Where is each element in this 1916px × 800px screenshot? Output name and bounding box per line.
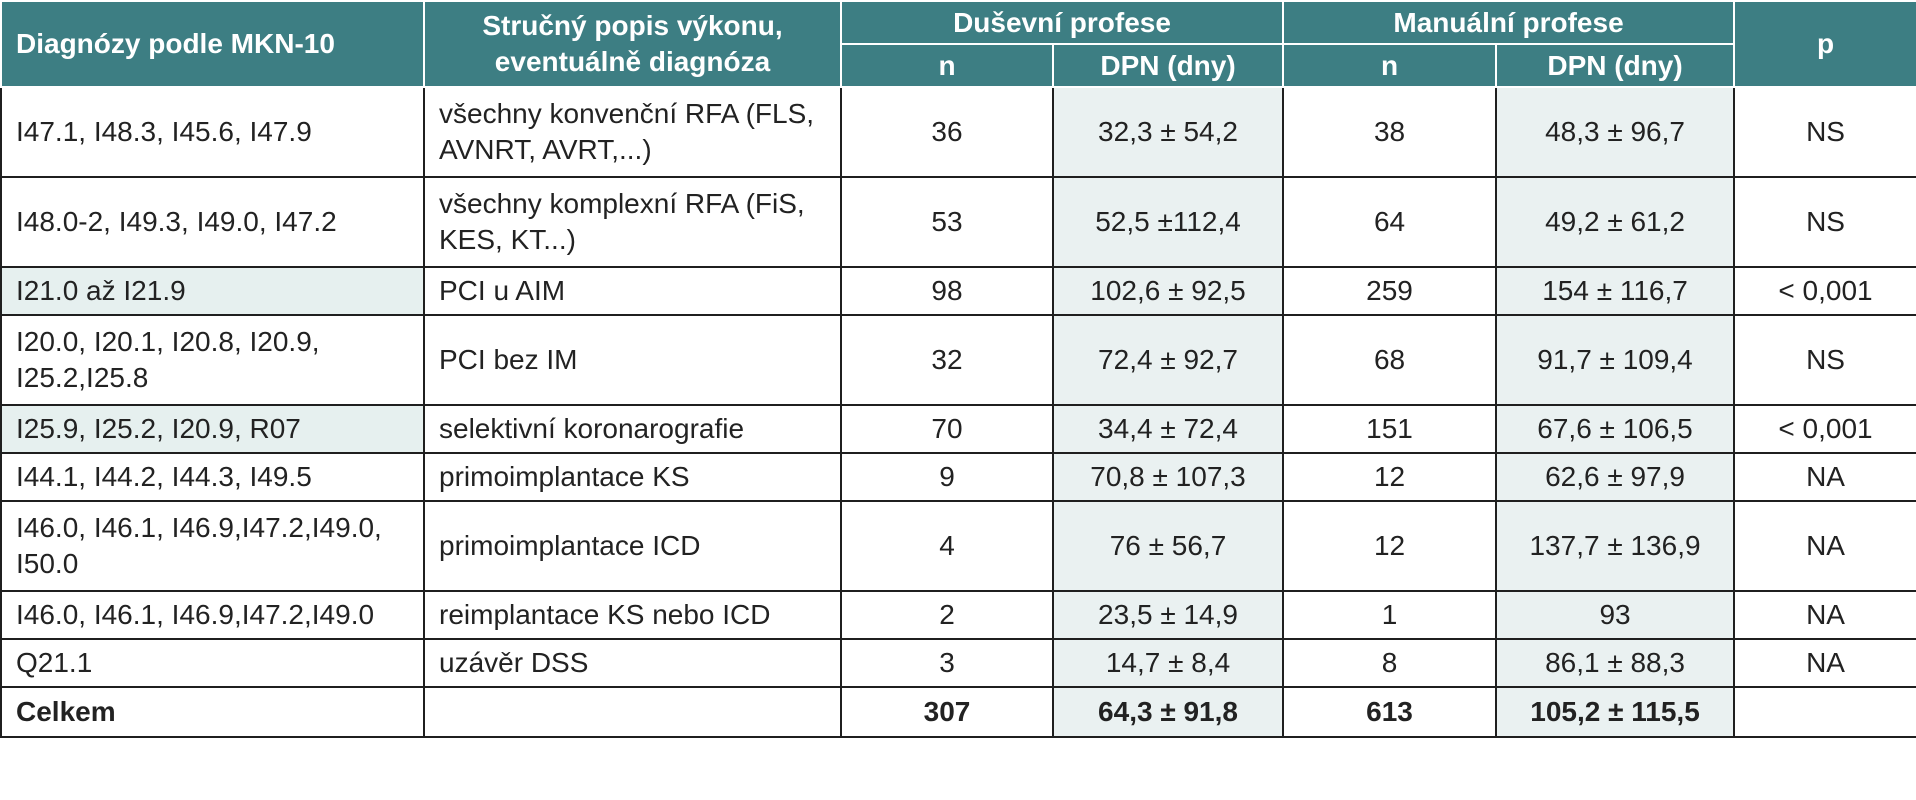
cell-dusevni-n: 53 [840, 176, 1054, 268]
cell-total-dusevni-dpn: 64,3 ± 91,8 [1051, 686, 1285, 738]
cell-p: NA [1733, 452, 1916, 502]
cell-manualni-n: 1 [1282, 590, 1498, 640]
cell-dusevni-n: 32 [840, 314, 1054, 406]
cell-dusevni-n: 3 [840, 638, 1054, 688]
cell-manualni-dpn: 67,6 ± 106,5 [1495, 404, 1736, 454]
cell-dusevni-dpn: 34,4 ± 72,4 [1051, 404, 1285, 454]
cell-dusevni-dpn: 76 ± 56,7 [1051, 500, 1285, 592]
cell-diagnoses: I44.1, I44.2, I44.3, I49.5 [0, 452, 425, 502]
header-dusevni-dpn: DPN (dny) [1051, 43, 1285, 88]
cell-manualni-n: 12 [1282, 500, 1498, 592]
table-row: I46.0, I46.1, I46.9,I47.2,I49.0, I50.0 p… [0, 500, 1916, 592]
cell-diagnoses: I47.1, I48.3, I45.6, I47.9 [0, 86, 425, 178]
cell-p: NS [1733, 176, 1916, 268]
table-row: I20.0, I20.1, I20.8, I20.9, I25.2,I25.8 … [0, 314, 1916, 406]
table-row: I46.0, I46.1, I46.9,I47.2,I49.0 reimplan… [0, 590, 1916, 640]
cell-dusevni-dpn: 102,6 ± 92,5 [1051, 266, 1285, 316]
cell-diagnoses: I46.0, I46.1, I46.9,I47.2,I49.0, I50.0 [0, 500, 425, 592]
cell-total-p [1733, 686, 1916, 738]
table-row: I21.0 až I21.9 PCI u AIM 98 102,6 ± 92,5… [0, 266, 1916, 316]
cell-p: NS [1733, 314, 1916, 406]
cell-dusevni-dpn: 72,4 ± 92,7 [1051, 314, 1285, 406]
cell-p: NA [1733, 590, 1916, 640]
header-manualni-n: n [1282, 43, 1498, 88]
cell-manualni-n: 151 [1282, 404, 1498, 454]
cell-description: PCI u AIM [423, 266, 842, 316]
cell-description: uzávěr DSS [423, 638, 842, 688]
cell-dusevni-n: 9 [840, 452, 1054, 502]
cell-dusevni-n: 36 [840, 86, 1054, 178]
cell-dusevni-dpn: 14,7 ± 8,4 [1051, 638, 1285, 688]
header-description-line2: eventuálně diagnóza [494, 46, 771, 77]
cell-dusevni-n: 98 [840, 266, 1054, 316]
header-group-manualni: Manuální profese [1282, 0, 1736, 45]
cell-manualni-n: 259 [1282, 266, 1498, 316]
header-diagnoses: Diagnózy podle MKN-10 [0, 0, 425, 88]
cell-diagnoses: I46.0, I46.1, I46.9,I47.2,I49.0 [0, 590, 425, 640]
header-description-line1: Stručný popis výkonu, [482, 10, 783, 41]
table-row: I48.0-2, I49.3, I49.0, I47.2 všechny kom… [0, 176, 1916, 268]
cell-manualni-n: 12 [1282, 452, 1498, 502]
cell-p: NS [1733, 86, 1916, 178]
cell-total-manualni-dpn: 105,2 ± 115,5 [1495, 686, 1736, 738]
table-row: I44.1, I44.2, I44.3, I49.5 primoimplanta… [0, 452, 1916, 502]
header-dusevni-n: n [840, 43, 1054, 88]
cell-manualni-dpn: 137,7 ± 136,9 [1495, 500, 1736, 592]
cell-dusevni-n: 2 [840, 590, 1054, 640]
cell-dusevni-n: 4 [840, 500, 1054, 592]
cell-total-label: Celkem [0, 686, 425, 738]
cell-description: reimplantace KS nebo ICD [423, 590, 842, 640]
cell-manualni-n: 8 [1282, 638, 1498, 688]
cell-manualni-n: 68 [1282, 314, 1498, 406]
cell-diagnoses: I25.9, I25.2, I20.9, R07 [0, 404, 425, 454]
table-row: I25.9, I25.2, I20.9, R07 selektivní koro… [0, 404, 1916, 454]
header-p: p [1733, 0, 1916, 88]
cell-p: NA [1733, 500, 1916, 592]
dpn-table: Diagnózy podle MKN-10 Stručný popis výko… [0, 0, 1916, 738]
cell-dusevni-dpn: 70,8 ± 107,3 [1051, 452, 1285, 502]
cell-manualni-dpn: 49,2 ± 61,2 [1495, 176, 1736, 268]
cell-p: NA [1733, 638, 1916, 688]
cell-total-description [423, 686, 842, 738]
cell-manualni-dpn: 86,1 ± 88,3 [1495, 638, 1736, 688]
cell-diagnoses: I20.0, I20.1, I20.8, I20.9, I25.2,I25.8 [0, 314, 425, 406]
cell-description: primoimplantace ICD [423, 500, 842, 592]
table-header: Diagnózy podle MKN-10 Stručný popis výko… [0, 0, 1916, 88]
cell-diagnoses: Q21.1 [0, 638, 425, 688]
cell-p: < 0,001 [1733, 404, 1916, 454]
cell-dusevni-dpn: 23,5 ± 14,9 [1051, 590, 1285, 640]
cell-diagnoses: I21.0 až I21.9 [0, 266, 425, 316]
cell-description: PCI bez IM [423, 314, 842, 406]
table-row: Q21.1 uzávěr DSS 3 14,7 ± 8,4 8 86,1 ± 8… [0, 638, 1916, 688]
cell-p: < 0,001 [1733, 266, 1916, 316]
cell-dusevni-dpn: 32,3 ± 54,2 [1051, 86, 1285, 178]
cell-manualni-n: 38 [1282, 86, 1498, 178]
cell-manualni-dpn: 62,6 ± 97,9 [1495, 452, 1736, 502]
total-row: Celkem 307 64,3 ± 91,8 613 105,2 ± 115,5 [0, 686, 1916, 738]
cell-dusevni-n: 70 [840, 404, 1054, 454]
cell-description: selektivní koronarografie [423, 404, 842, 454]
header-manualni-dpn: DPN (dny) [1495, 43, 1736, 88]
header-group-dusevni: Duševní profese [839, 0, 1285, 45]
table-body: I47.1, I48.3, I45.6, I47.9 všechny konve… [0, 86, 1916, 738]
cell-manualni-dpn: 93 [1495, 590, 1736, 640]
table-row: I47.1, I48.3, I45.6, I47.9 všechny konve… [0, 86, 1916, 178]
cell-manualni-dpn: 91,7 ± 109,4 [1495, 314, 1736, 406]
cell-diagnoses: I48.0-2, I49.3, I49.0, I47.2 [0, 176, 425, 268]
cell-description: primoimplantace KS [423, 452, 842, 502]
cell-description: všechny konvenční RFA (FLS, AVNRT, AVRT,… [423, 86, 842, 178]
cell-description: všechny komplexní RFA (FiS, KES, KT...) [423, 176, 842, 268]
cell-manualni-dpn: 154 ± 116,7 [1495, 266, 1736, 316]
cell-total-manualni-n: 613 [1282, 686, 1498, 738]
cell-dusevni-dpn: 52,5 ±112,4 [1051, 176, 1285, 268]
header-description: Stručný popis výkonu, eventuálně diagnóz… [423, 0, 842, 88]
cell-manualni-n: 64 [1282, 176, 1498, 268]
cell-manualni-dpn: 48,3 ± 96,7 [1495, 86, 1736, 178]
cell-total-dusevni-n: 307 [840, 686, 1054, 738]
